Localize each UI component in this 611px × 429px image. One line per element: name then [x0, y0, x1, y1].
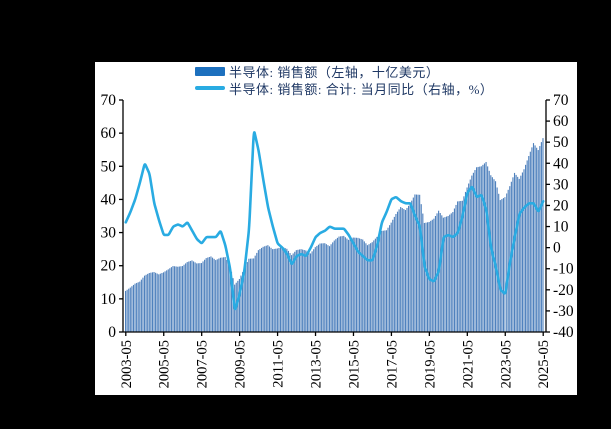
svg-text:70: 70	[553, 92, 569, 109]
line-series-swatch-icon	[195, 86, 225, 90]
svg-text:2023-05: 2023-05	[498, 340, 514, 388]
svg-text:30: 30	[101, 225, 117, 242]
svg-text:2011-05: 2011-05	[271, 340, 287, 388]
svg-text:10: 10	[101, 291, 117, 308]
legend-item-yoy: 半导体: 销售额: 合计: 当月同比（右轴，%）	[195, 80, 494, 97]
legend-label-yoy: 半导体: 销售额: 合计: 当月同比（右轴，%）	[229, 81, 494, 97]
svg-text:-10: -10	[553, 261, 574, 278]
svg-text:2025-05: 2025-05	[536, 340, 552, 388]
svg-text:2007-05: 2007-05	[195, 340, 211, 388]
svg-text:40: 40	[553, 155, 569, 172]
svg-text:2009-05: 2009-05	[233, 340, 249, 388]
bar-series-swatch-icon	[195, 66, 225, 76]
legend-item-sales: 半导体: 销售额（左轴，十亿美元）	[195, 63, 493, 80]
svg-text:2017-05: 2017-05	[384, 340, 400, 388]
svg-text:-40: -40	[553, 324, 574, 341]
svg-text:50: 50	[101, 158, 117, 175]
svg-text:20: 20	[101, 258, 117, 275]
svg-text:50: 50	[553, 134, 569, 151]
legend-label-sales: 半导体: 销售额（左轴，十亿美元）	[229, 64, 440, 80]
svg-text:-20: -20	[553, 282, 574, 299]
svg-text:30: 30	[553, 176, 569, 193]
svg-text:2005-05: 2005-05	[157, 340, 173, 388]
svg-text:10: 10	[553, 219, 569, 236]
svg-text:-30: -30	[553, 303, 574, 320]
svg-text:2003-05: 2003-05	[119, 340, 135, 388]
chart-legend: 半导体: 销售额（左轴，十亿美元） 半导体: 销售额: 合计: 当月同比（右轴，…	[195, 63, 494, 97]
svg-text:20: 20	[553, 197, 569, 214]
plot-svg: 0 10 20 30 40 50 60 70 -40 -30 -20 -10 0 10 20 30 40 50 60…	[101, 92, 574, 388]
svg-text:60: 60	[553, 113, 569, 130]
svg-text:2021-05: 2021-05	[460, 340, 476, 388]
chart-panel: 半导体: 销售额（左轴，十亿美元） 半导体: 销售额: 合计: 当月同比（右轴，…	[95, 62, 577, 395]
svg-text:60: 60	[101, 125, 117, 142]
svg-text:70: 70	[101, 92, 117, 109]
svg-text:2013-05: 2013-05	[309, 340, 325, 388]
svg-text:0: 0	[553, 240, 561, 257]
svg-text:2015-05: 2015-05	[346, 340, 362, 388]
svg-text:0: 0	[108, 324, 116, 341]
svg-text:40: 40	[101, 191, 117, 208]
svg-text:2019-05: 2019-05	[422, 340, 438, 388]
